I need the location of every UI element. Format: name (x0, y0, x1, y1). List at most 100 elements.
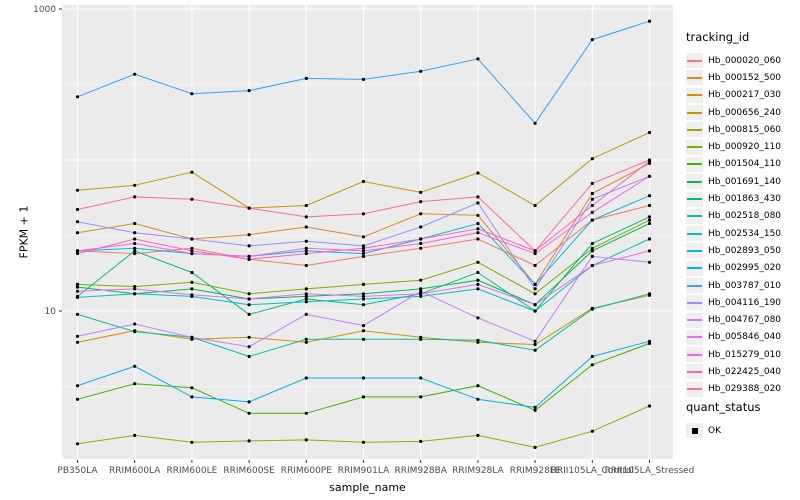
data-point (476, 397, 480, 401)
legend-key-box (686, 174, 703, 190)
data-point (361, 244, 366, 248)
data-point (590, 38, 594, 42)
legend-key-box (686, 381, 703, 397)
data-point (133, 433, 137, 437)
data-point (247, 303, 251, 307)
legend-key-box (686, 312, 703, 328)
data-point (590, 241, 594, 246)
data-point (590, 363, 594, 367)
legend-item-Hb_000217_030: Hb_000217_030 (686, 87, 798, 104)
legend-item-label: Hb_022425_040 (708, 366, 782, 377)
data-point (419, 289, 423, 293)
data-point (133, 292, 137, 296)
data-point (533, 348, 537, 352)
data-point (190, 246, 194, 250)
data-point (647, 237, 652, 241)
line-swatch-icon (687, 388, 702, 391)
data-point (419, 200, 423, 204)
data-point (247, 297, 251, 301)
data-point (75, 220, 80, 224)
x-tick-label: RRIM600LE (166, 466, 217, 476)
legend-item-Hb_001863_430: Hb_001863_430 (686, 190, 798, 207)
data-point (533, 249, 537, 253)
data-point (533, 287, 537, 291)
data-point (419, 278, 423, 282)
data-point (419, 225, 423, 229)
legend-item-label: Hb_001863_430 (708, 194, 782, 205)
data-point (75, 285, 80, 289)
data-point (476, 282, 480, 286)
legend-item-label: Hb_015279_010 (708, 349, 782, 360)
data-point (133, 252, 137, 256)
data-point (361, 440, 366, 444)
legend-item-Hb_000920_110: Hb_000920_110 (686, 138, 798, 155)
data-point (75, 207, 80, 212)
legend-item-label: Hb_000020_060 (708, 55, 782, 66)
data-point (133, 241, 137, 246)
x-tick-label: RRIM928LE (510, 466, 561, 476)
data-point (647, 19, 652, 23)
legend-key-box (686, 208, 703, 224)
legend-item-Hb_002893_050: Hb_002893_050 (686, 242, 798, 259)
legend-item-label: Hb_000656_240 (708, 107, 782, 118)
line-swatch-icon (687, 336, 702, 339)
data-point (133, 364, 137, 368)
legend-key-box (686, 139, 703, 155)
data-point (361, 179, 366, 184)
legend-item-Hb_003787_010: Hb_003787_010 (686, 277, 798, 294)
legend-item-Hb_002518_080: Hb_002518_080 (686, 208, 798, 225)
data-point (590, 210, 594, 214)
data-point (247, 354, 251, 359)
legend-key-box (686, 347, 703, 363)
line-swatch-icon (687, 215, 702, 218)
data-point (304, 225, 308, 229)
x-tick-label: RRII105LA_Control (551, 466, 634, 476)
legend-key-box (686, 260, 703, 276)
legend-key-box (686, 278, 703, 293)
data-point (247, 400, 251, 404)
legend-item-label: Hb_001504_110 (708, 159, 782, 170)
legend-item-label: Hb_002995_020 (708, 263, 782, 274)
data-point (361, 254, 366, 258)
data-point (419, 287, 423, 291)
data-point (361, 235, 366, 239)
data-point (647, 260, 652, 264)
data-point (75, 289, 80, 293)
data-point (190, 386, 194, 390)
data-point (133, 72, 137, 76)
data-point (190, 335, 194, 339)
data-point (647, 130, 652, 135)
data-point (533, 252, 537, 256)
data-point (419, 246, 423, 250)
data-point (476, 213, 480, 217)
data-point (361, 303, 366, 307)
legend-item-label: Hb_000815_060 (708, 124, 782, 135)
data-point (361, 292, 366, 296)
x-tick-label: RRIM600PE (281, 466, 333, 476)
data-point (590, 197, 594, 201)
data-point (647, 194, 652, 198)
legend-key-box (686, 329, 703, 345)
legend-item-label: Hb_001691_140 (708, 176, 782, 187)
data-point (647, 203, 652, 208)
line-swatch-icon (687, 180, 702, 183)
data-point (190, 440, 194, 444)
data-point (361, 395, 366, 399)
legend-item-Hb_002995_020: Hb_002995_020 (686, 260, 798, 277)
data-point (190, 395, 194, 399)
data-point (304, 292, 308, 296)
data-point (247, 312, 251, 316)
data-point (533, 405, 537, 409)
data-point (247, 257, 251, 261)
legend-item-label: Hb_002534_150 (708, 228, 782, 239)
legend-key-box (686, 423, 703, 439)
data-point (476, 171, 480, 175)
data-point (361, 329, 366, 333)
data-point (533, 203, 537, 208)
x-tick-label: RRIM600SE (223, 466, 275, 476)
data-point (75, 295, 80, 299)
legend2-item-ok: OK (686, 422, 798, 439)
data-point (419, 294, 423, 298)
data-point (190, 280, 194, 284)
